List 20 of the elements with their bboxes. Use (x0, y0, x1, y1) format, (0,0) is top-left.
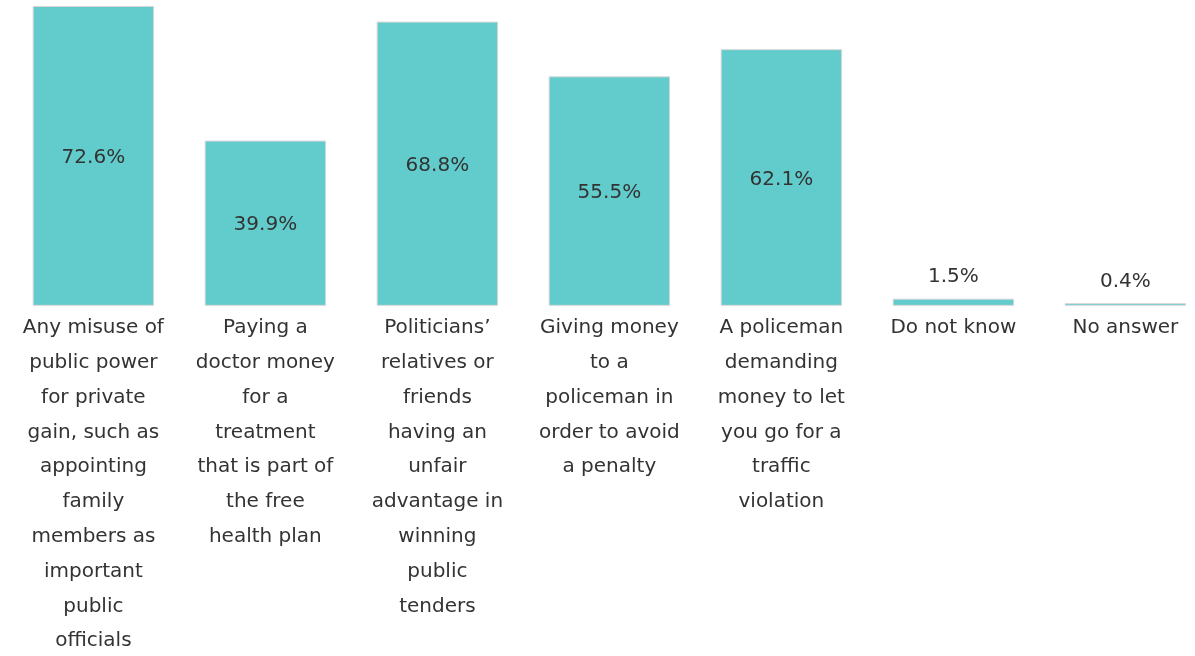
category-label: Any misuse of public power for private gain, such as appointing family members as important public officials (22, 314, 164, 652)
bar (548, 76, 671, 306)
x-tick-label: Paying a doctor money for a treatment that is part of the free health plan (195, 314, 336, 548)
data-label: 39.9% (233, 211, 298, 236)
bar (892, 298, 1015, 306)
bar (376, 21, 499, 306)
x-tick-label: A policeman demanding money to let you go for a traffic violation (717, 314, 846, 513)
x-tick-label: No answer (1072, 314, 1180, 339)
bar (720, 49, 843, 306)
data-label: 72.6% (61, 143, 126, 168)
data-label: 0.4% (1099, 267, 1151, 292)
category-label: Politicians’ relatives or friends having an unfair advantage in winning public tenders (371, 314, 504, 617)
bar (32, 5, 155, 306)
data-label: 55.5% (577, 179, 642, 204)
data-label: 62.1% (749, 165, 814, 190)
bar (204, 140, 327, 306)
data-label: 68.8% (405, 151, 470, 176)
x-tick-label: Do not know (890, 314, 1017, 339)
x-tick-label: Giving money to a policeman in order to avoid a penalty (539, 314, 680, 478)
data-label: 1.5% (927, 263, 979, 288)
